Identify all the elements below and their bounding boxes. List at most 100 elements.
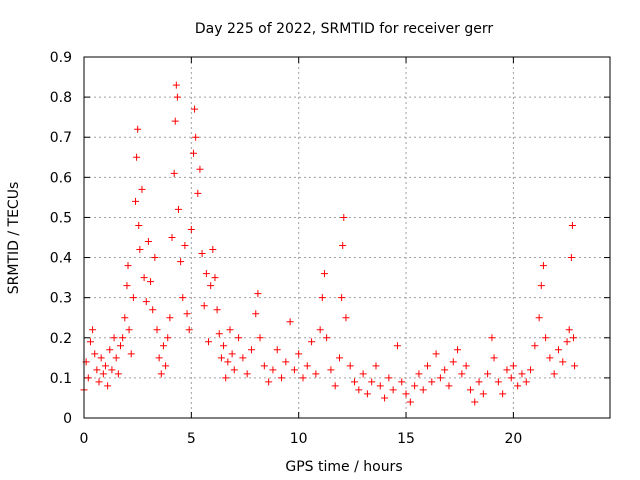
data-point [308,338,316,346]
data-point [209,246,217,254]
tick-layer [83,56,610,419]
data-point [185,326,193,334]
data-point [537,282,545,290]
data-point [106,346,114,354]
data-point [173,93,181,101]
data-point [303,362,311,370]
data-point [235,334,243,342]
data-point [490,354,498,362]
data-point [327,366,335,374]
x-tick-label: 10 [290,431,308,447]
data-point [89,326,97,334]
data-point [239,354,247,362]
data-point [445,382,453,390]
data-point [342,314,350,322]
data-point [323,334,331,342]
data-point [436,374,444,382]
y-axis-label: SRMTID / TECUs [6,182,22,295]
data-point [196,165,204,173]
data-point [119,334,127,342]
y-tick-label: 0.3 [50,291,72,307]
data-point [454,346,462,354]
data-point [563,338,571,346]
data-point [136,246,144,254]
y-tick-label: 0.8 [50,90,72,106]
y-tick-label: 0 [63,411,72,427]
data-point [385,374,393,382]
data-point [550,370,558,378]
data-point [177,258,185,266]
data-point [402,390,410,398]
data-point [338,294,346,302]
data-point [211,274,219,282]
data-point [155,354,163,362]
data-point [247,346,255,354]
data-point [110,334,118,342]
data-point [295,350,303,358]
data-point [554,346,562,354]
data-point [170,169,178,177]
data-point [278,374,286,382]
y-tick-label: 0.1 [50,371,72,387]
data-point [484,370,492,378]
data-point [522,378,530,386]
data-point [215,330,223,338]
data-point [228,350,236,358]
data-point [507,374,515,382]
data-point [570,334,578,342]
data-point [428,378,436,386]
data-point [514,382,522,390]
data-point [320,270,328,278]
data-point [132,197,140,205]
chart-title: Day 225 of 2022, SRMTID for receiver ger… [195,21,493,37]
data-point [398,378,406,386]
data-point [164,334,172,342]
data-point [471,398,479,406]
y-tick-label: 0.5 [50,210,72,226]
data-point [140,274,148,282]
data-point [86,338,94,346]
data-point [518,370,526,378]
data-point [509,362,517,370]
data-point [415,370,423,378]
data-point [166,314,174,322]
data-point [133,153,141,161]
data-point [159,342,167,350]
y-tick-label: 0.7 [50,130,72,146]
data-point [389,386,397,394]
data-point [97,354,105,362]
data-point [372,362,380,370]
data-point [339,242,347,250]
data-point [121,314,129,322]
data-point [559,358,567,366]
data-point [331,382,339,390]
data-point [200,302,208,310]
data-point [151,254,159,262]
data-point [112,354,120,362]
data-point [220,342,228,350]
data-point [243,370,251,378]
data-point [205,338,213,346]
data-point [123,282,131,290]
y-tick-label: 0.2 [50,331,72,347]
data-point [286,318,294,326]
data-point [381,394,389,402]
data-point [194,189,202,197]
data-point [256,334,264,342]
data-point [531,342,539,350]
data-point [351,378,359,386]
data-point [93,366,101,374]
data-point [179,294,187,302]
data-point [134,125,142,133]
data-point [542,334,550,342]
data-point [91,350,99,358]
data-point [346,362,354,370]
grid-layer [84,57,610,418]
data-point [124,262,132,270]
y-tick-label: 0.4 [50,251,72,267]
data-point [419,386,427,394]
x-tick-label: 15 [397,431,415,447]
data-point [424,362,432,370]
data-point [181,242,189,250]
data-point [230,366,238,374]
